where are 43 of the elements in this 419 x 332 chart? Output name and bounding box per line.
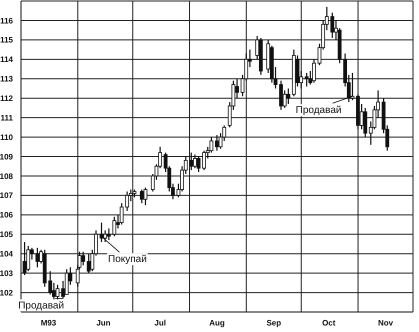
x-tick-label: Aug xyxy=(209,318,225,328)
candlestick xyxy=(125,190,130,212)
candlestick xyxy=(103,230,108,243)
y-tick-label: 108 xyxy=(0,172,14,181)
candlestick xyxy=(193,154,197,169)
y-tick-label: 103 xyxy=(0,268,14,278)
candlestick xyxy=(106,228,111,241)
y-tick-label: 116 xyxy=(0,16,14,26)
y-tick-label: 105 xyxy=(0,230,14,240)
y-tick-label: 107 xyxy=(0,191,14,200)
y-tick-label: 114 xyxy=(0,55,14,64)
y-tick-label: 104 xyxy=(0,250,14,259)
candlestick xyxy=(112,216,116,237)
y-tick-label: 109 xyxy=(0,152,14,162)
x-tick-label: M93 xyxy=(40,318,57,328)
candlestick xyxy=(189,152,194,171)
candlestick xyxy=(26,245,30,272)
y-tick-label: 113 xyxy=(0,74,14,84)
x-tick-label: Oct xyxy=(322,318,336,328)
candlestick xyxy=(140,188,144,204)
candlestick xyxy=(286,88,290,105)
candlestick xyxy=(120,202,124,226)
candlestick xyxy=(304,72,309,88)
candlestick xyxy=(144,187,148,206)
candlestick xyxy=(64,268,69,296)
y-tick-label: 106 xyxy=(0,210,14,220)
candlestick xyxy=(81,251,86,266)
candlestick xyxy=(363,107,368,138)
y-tick-label: 115 xyxy=(0,36,14,45)
annotation: Продавай xyxy=(18,300,64,312)
x-tick-label: Sep xyxy=(266,318,282,328)
candlestick xyxy=(48,270,52,296)
y-tick-label: 111 xyxy=(0,113,14,122)
x-tick-label: Jul xyxy=(154,318,166,328)
y-tick-label: 110 xyxy=(0,132,14,142)
annotation: Покупай xyxy=(108,254,147,266)
candlestick xyxy=(330,12,334,39)
y-tick-label: 102 xyxy=(0,288,14,298)
x-tick-label: Nov xyxy=(378,318,394,328)
candlestick xyxy=(86,253,91,274)
annotation: Продавай xyxy=(296,105,342,116)
y-tick-label: 112 xyxy=(0,94,14,104)
x-tick-label: Jun xyxy=(96,318,111,328)
